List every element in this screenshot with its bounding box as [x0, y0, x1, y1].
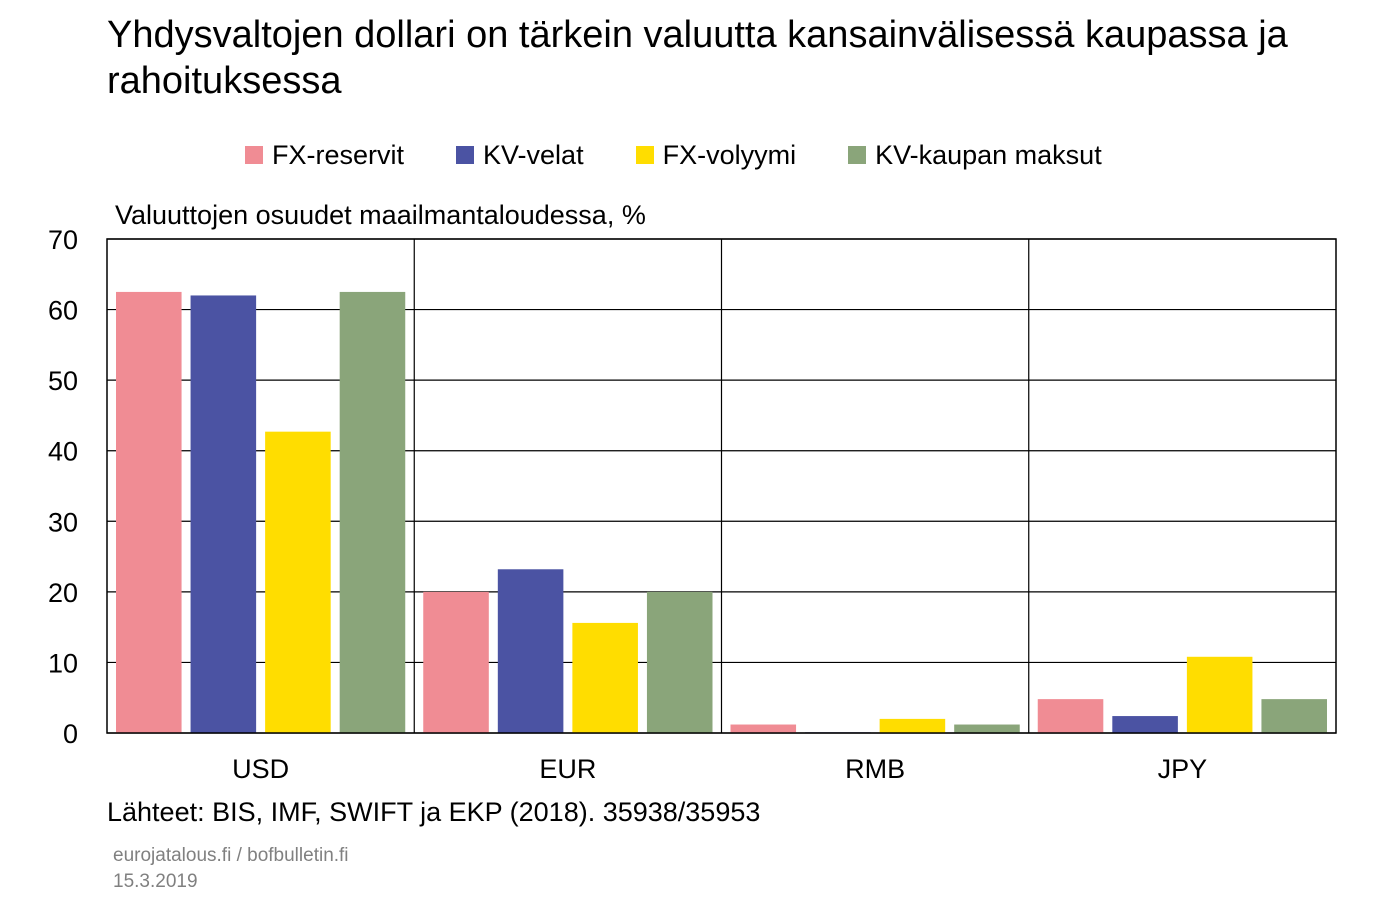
legend-label: KV-kaupan maksut	[875, 139, 1102, 170]
x-tick-label: JPY	[1158, 754, 1208, 784]
source-note: Lähteet: BIS, IMF, SWIFT ja EKP (2018). …	[107, 797, 761, 827]
x-tick-label: EUR	[539, 754, 596, 784]
legend-swatch	[245, 146, 263, 164]
bar-usd-1	[190, 295, 257, 733]
bar-eur-1	[497, 569, 564, 733]
bar-jpy-3	[1261, 699, 1327, 733]
y-tick-label: 40	[48, 437, 78, 467]
legend-item-2: FX-volyymi	[635, 139, 797, 171]
bar-eur-3	[646, 591, 713, 733]
chart-title: Yhdysvaltojen dollari on tärkein valuutt…	[107, 14, 1288, 102]
bar-jpy-2	[1186, 656, 1253, 733]
bar-rmb-3	[954, 724, 1020, 733]
y-axis-label: Valuuttojen osuudet maailmantaloudessa, …	[115, 200, 646, 230]
legend: FX-reservit KV-velat FX-volyymi KV-kaupan m…	[245, 138, 1102, 172]
legend-item-0: FX-reservit	[245, 140, 404, 171]
y-tick-label: 20	[48, 578, 78, 608]
footer-date: 15.3.2019	[113, 871, 198, 892]
bar-usd-0	[116, 291, 182, 733]
bar-rmb-2	[879, 718, 946, 733]
bar-eur-2	[572, 622, 638, 733]
footer: eurojatalous.fi / bofbulletin.fi 15.3.20…	[113, 843, 349, 895]
x-tick-label: RMB	[845, 754, 905, 784]
legend-swatch	[848, 146, 867, 164]
footer-site: eurojatalous.fi / bofbulletin.fi	[113, 845, 349, 866]
bar-jpy-0	[1037, 699, 1104, 733]
legend-item-3: KV-kaupan maksut	[848, 140, 1102, 171]
y-tick-label: 10	[48, 648, 78, 678]
bar-usd-3	[339, 291, 406, 733]
bar-rmb-0	[730, 724, 797, 733]
legend-label: FX-volyymi	[662, 139, 797, 170]
y-tick-label: 70	[48, 225, 78, 255]
legend-swatch	[456, 146, 475, 164]
y-tick-label: 50	[48, 366, 78, 396]
legend-label: KV-velat	[483, 139, 584, 170]
legend-label: FX-reservit	[272, 139, 405, 170]
x-tick-label: USD	[232, 754, 289, 784]
plot-frame	[106, 238, 1337, 734]
bar-eur-0	[423, 591, 489, 733]
legend-swatch	[635, 146, 654, 164]
y-tick-label: 30	[48, 507, 78, 537]
bar-jpy-1	[1112, 716, 1178, 733]
legend-item-1: KV-velat	[456, 140, 584, 171]
bar-usd-2	[265, 431, 331, 733]
y-tick-label: 0	[63, 719, 78, 749]
y-tick-label: 60	[48, 296, 78, 326]
